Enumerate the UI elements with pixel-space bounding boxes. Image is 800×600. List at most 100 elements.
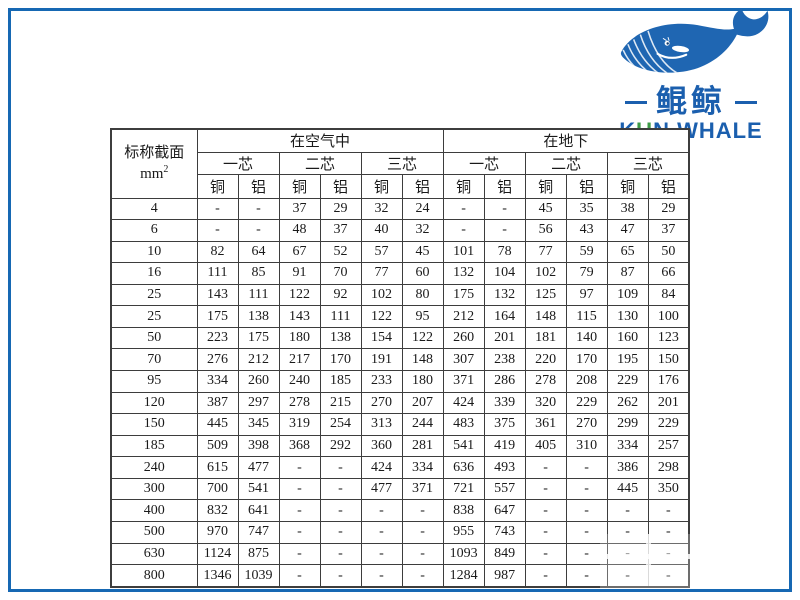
whale-icon (609, 6, 773, 92)
value-cell: 148 (524, 305, 567, 328)
value-cell: 278 (278, 391, 321, 415)
material-header: 铜 (442, 173, 485, 199)
value-cell: 97 (565, 283, 608, 307)
value-cell: 375 (483, 413, 526, 436)
value-cell: - (319, 456, 362, 479)
value-cell: 361 (524, 413, 567, 436)
value-cell: 339 (483, 391, 526, 415)
table-row: 95 334 260 240 185 233 180 371 286 278 208 229 176 (110, 370, 690, 393)
value-cell: - (524, 520, 567, 544)
value-cell: 111 (319, 305, 362, 328)
value-cell: 557 (483, 477, 526, 501)
value-cell: 297 (237, 391, 280, 415)
corner-header-cell: 标称截面 mm2 (110, 128, 198, 199)
value-cell: 170 (565, 348, 608, 371)
value-cell: - (483, 197, 526, 221)
value-cell: 37 (278, 197, 321, 221)
value-cell: 647 (483, 499, 526, 522)
value-cell: 320 (524, 391, 567, 415)
value-cell: - (401, 542, 444, 566)
value-cell: - (278, 477, 321, 501)
value-cell: 541 (237, 477, 280, 501)
table-row: 400 832 641- - - -838 647- - - - (110, 499, 690, 522)
value-cell: - (524, 499, 567, 522)
table-row: 800 1346 1039- - - -1284 987- - - - (110, 564, 690, 588)
value-cell: 78 (483, 240, 526, 264)
value-cell: 419 (483, 434, 526, 458)
value-cell: - (319, 499, 362, 522)
corner-header-title: 标称截面 (124, 145, 185, 161)
core-header: 二芯 (278, 151, 362, 175)
value-cell: 102 (360, 283, 403, 307)
section-cell: 10 (110, 240, 198, 264)
value-cell: 849 (483, 542, 526, 566)
section-cell: 240 (110, 456, 198, 479)
value-cell: 82 (196, 240, 239, 264)
section-cell: 400 (110, 499, 198, 522)
material-header: 铜 (606, 173, 649, 199)
value-cell: 185 (319, 370, 362, 393)
value-cell: - (319, 520, 362, 544)
value-cell: - (442, 197, 485, 221)
value-cell: 1124 (196, 542, 239, 566)
value-cell: 238 (483, 348, 526, 371)
value-cell: 1039 (237, 564, 280, 588)
value-cell: 387 (196, 391, 239, 415)
value-cell: 143 (278, 305, 321, 328)
value-cell: 130 (606, 305, 649, 328)
material-header: 铜 (278, 173, 321, 199)
value-cell: - (606, 542, 649, 566)
core-header: 二芯 (524, 151, 608, 175)
value-cell: 286 (483, 370, 526, 393)
section-cell: 300 (110, 477, 198, 501)
value-cell: 66 (647, 262, 690, 285)
company-logo: 鲲鲸 KUN WHALE (598, 6, 784, 142)
value-cell: 424 (442, 391, 485, 415)
value-cell: 371 (442, 370, 485, 393)
value-cell: - (360, 542, 403, 566)
table-row: 70 276 212 217 170 191 148 307 238 220 170 195 150 (110, 348, 690, 371)
value-cell: 40 (360, 219, 403, 242)
section-cell: 70 (110, 348, 198, 371)
table-body: 4- -37 29 32 24- -45 35 38 29 6- -48 37 40 32- -56 43 47… (110, 197, 690, 588)
section-cell: 150 (110, 413, 198, 436)
value-cell: - (401, 564, 444, 588)
table-row: 6- -48 37 40 32- -56 43 47 37 (110, 219, 690, 242)
section-cell: 630 (110, 542, 198, 566)
value-cell: - (401, 520, 444, 544)
value-cell: 223 (196, 326, 239, 350)
value-cell: 445 (196, 413, 239, 436)
value-cell: 43 (565, 219, 608, 242)
value-cell: 47 (606, 219, 649, 242)
value-cell: 29 (319, 197, 362, 221)
value-cell: 143 (196, 283, 239, 307)
value-cell: 398 (237, 434, 280, 458)
value-cell: - (278, 456, 321, 479)
value-cell: 77 (360, 262, 403, 285)
value-cell: 350 (647, 477, 690, 501)
value-cell: 148 (401, 348, 444, 371)
core-header: 一芯 (442, 151, 526, 175)
table-row: 185 509 398 368 292 360 281 541 419 405 310 334 257 (110, 434, 690, 458)
material-header: 铝 (647, 173, 690, 199)
value-cell: 109 (606, 283, 649, 307)
value-cell: 45 (401, 240, 444, 264)
value-cell: 1284 (442, 564, 485, 588)
value-cell: 1093 (442, 542, 485, 566)
section-cell: 500 (110, 520, 198, 544)
value-cell: 700 (196, 477, 239, 501)
core-header: 一芯 (196, 151, 280, 175)
value-cell: 195 (606, 348, 649, 371)
value-cell: 150 (647, 348, 690, 371)
value-cell: - (360, 499, 403, 522)
value-cell: 215 (319, 391, 362, 415)
value-cell: 181 (524, 326, 567, 350)
value-cell: 233 (360, 370, 403, 393)
value-cell: 170 (319, 348, 362, 371)
value-cell: 70 (319, 262, 362, 285)
material-header-row: 铜 铝 铜 铝 铜 铝 铜 铝 铜 铝 铜 铝 (111, 173, 690, 199)
value-cell: 254 (319, 413, 362, 436)
brand-name-cn: 鲲鲸 (656, 84, 726, 119)
value-cell: 615 (196, 456, 239, 479)
